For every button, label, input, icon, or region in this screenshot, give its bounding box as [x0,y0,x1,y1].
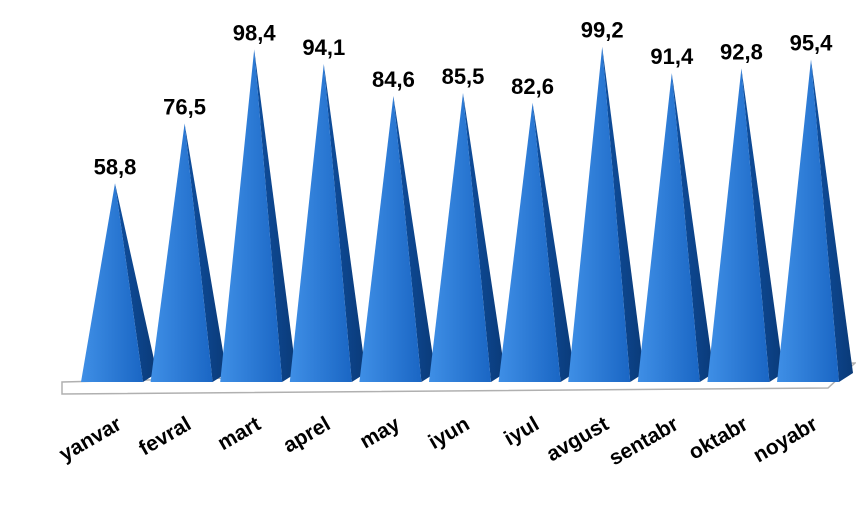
pyramid-front-face [498,102,561,382]
pyramid-side-face [254,49,297,383]
category-label: iyul [500,412,543,450]
pyramid-side-face [184,123,227,383]
pyramid-bar-iyul [498,102,575,382]
pyramid-bar-sentabr [637,73,714,383]
pyramid-bar-yanvar [81,183,157,382]
value-label: 98,4 [233,20,277,45]
pyramid-front-face [150,123,213,383]
category-label: aprel [279,412,334,457]
pyramid-bar-iyun [429,93,505,382]
pyramid-side-face [463,93,505,382]
value-label: 76,5 [163,94,206,119]
pyramid-front-face [777,59,839,382]
pyramid-side-face [532,102,575,382]
pyramid-side-face [602,46,645,382]
pyramid-side-face [115,183,157,382]
category-label: avgust [543,412,613,466]
pyramid-bar-avgust [568,46,645,382]
chart-marks [81,46,853,383]
pyramid-bar-may [359,96,436,382]
value-label: 84,6 [372,67,415,92]
pyramid-bar-mart [220,49,297,383]
category-label: fevral [135,412,195,460]
pyramid-bar-noyabr [777,59,853,382]
value-label: 99,2 [581,18,624,43]
pyramid-bar-oktabr [707,68,784,382]
pyramid-front-face [568,46,631,382]
chart-category-labels: yanvar fevral mart aprel may iyun iyul avgustse… [55,412,821,470]
pyramid-front-face [429,93,491,382]
value-label: 82,6 [511,74,554,99]
pyramid-front-face [359,96,422,382]
pyramid-side-face [323,63,366,382]
value-label: 95,4 [790,31,834,56]
value-label: 85,5 [442,64,485,89]
pyramid-side-face [671,73,714,383]
category-label: oktabr [685,412,752,464]
value-label: 94,1 [302,35,345,60]
pyramid-front-face [289,63,352,382]
chart-value-labels: 58,8 76,5 98,4 94,1 84,6 85,5 82,6 99,2 91,4 92,8… [94,18,834,180]
pyramid-side-face [811,59,853,382]
pyramid-front-face [637,73,700,383]
pyramid-front-face [81,183,143,382]
value-label: 92,8 [720,39,763,64]
pyramid-front-face [707,68,770,382]
category-label: iyun [425,412,474,454]
pyramid-side-face [741,68,784,382]
pyramid-front-face [220,49,283,383]
category-label: may [356,412,404,453]
value-label: 58,8 [94,154,137,179]
value-label: 91,4 [650,44,694,69]
category-label: yanvar [55,412,125,466]
category-label: sentabr [605,412,682,470]
pyramid-bar-aprel [289,63,366,382]
category-label: mart [214,412,265,455]
pyramid-side-face [393,96,436,382]
category-label: noyabr [749,412,821,467]
pyramid-bar-fevral [150,123,227,383]
